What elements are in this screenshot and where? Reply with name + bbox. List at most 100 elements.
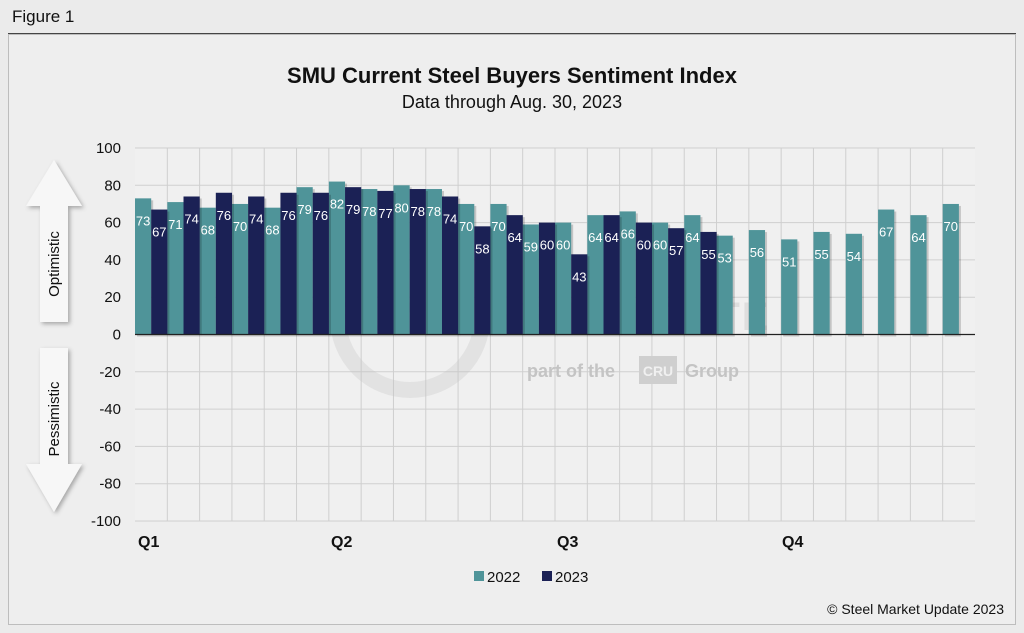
watermark-tagline: part of the xyxy=(527,361,615,381)
y-tick-label: -60 xyxy=(99,438,121,455)
y-tick-label: -80 xyxy=(99,476,121,493)
legend-label-2023: 2023 xyxy=(555,569,588,586)
bar-2022 xyxy=(328,181,346,335)
bar-2022 xyxy=(748,230,766,335)
y-tick-label: 80 xyxy=(104,177,121,194)
data-label: 76 xyxy=(281,208,295,223)
chart-subtitle: Data through Aug. 30, 2023 xyxy=(401,92,623,112)
legend-swatch-2023 xyxy=(542,571,552,581)
data-label: 78 xyxy=(362,204,376,219)
bar-2022 xyxy=(425,189,442,335)
data-label: 70 xyxy=(459,219,473,234)
y-tick-label: 100 xyxy=(96,140,121,157)
data-label: 77 xyxy=(378,206,392,221)
data-label: 58 xyxy=(475,241,489,256)
bar-2023 xyxy=(668,228,685,335)
figure-label: Figure 1 xyxy=(12,7,75,26)
y-tick-label: 0 xyxy=(113,327,121,344)
data-label: 67 xyxy=(879,225,893,240)
legend-label-2022: 2022 xyxy=(487,569,520,586)
bar-2023 xyxy=(183,196,200,335)
bar-2022 xyxy=(199,207,216,335)
bar-2022 xyxy=(167,202,184,335)
bar-2022 xyxy=(555,222,572,335)
data-label: 55 xyxy=(814,247,828,262)
bar-2022 xyxy=(910,215,927,335)
bar-2023 xyxy=(151,209,168,335)
bar-2022 xyxy=(813,231,830,335)
bar-2023 xyxy=(248,196,265,335)
y-tick-label: 20 xyxy=(104,289,121,306)
bar-2022 xyxy=(781,239,798,335)
bar-2022 xyxy=(393,185,410,335)
bar-2023 xyxy=(345,187,362,335)
data-label: 55 xyxy=(701,247,715,262)
bar-2022 xyxy=(296,187,313,335)
bar-2023 xyxy=(538,222,556,335)
data-label: 53 xyxy=(717,251,731,266)
bar-2023 xyxy=(409,189,426,335)
data-label: 79 xyxy=(297,202,311,217)
data-label: 80 xyxy=(394,200,408,215)
data-label: 60 xyxy=(556,238,570,253)
data-label: 71 xyxy=(168,217,182,232)
y-tick-label: 40 xyxy=(104,252,121,269)
bar-2022 xyxy=(490,203,507,335)
data-label: 43 xyxy=(572,269,586,284)
data-label: 59 xyxy=(524,239,538,254)
bar-2022 xyxy=(684,215,701,335)
data-label: 74 xyxy=(443,211,457,226)
bar-2023 xyxy=(215,192,233,335)
data-label: 73 xyxy=(136,213,150,228)
data-label: 64 xyxy=(604,230,618,245)
data-label: 56 xyxy=(750,245,764,260)
quarter-label-q1: Q1 xyxy=(138,534,159,551)
y-tick-label: -100 xyxy=(91,513,121,530)
data-label: 78 xyxy=(411,204,425,219)
figure-divider xyxy=(8,33,1016,34)
bar-2022 xyxy=(716,235,733,335)
data-label: 74 xyxy=(249,211,263,226)
bar-2023 xyxy=(635,222,653,335)
bar-2023 xyxy=(474,226,491,335)
bar-2023 xyxy=(312,192,329,335)
quarter-label-q2: Q2 xyxy=(331,534,352,551)
pessimistic-arrow-icon xyxy=(26,348,82,512)
bar-2022 xyxy=(135,198,152,335)
bar-2022 xyxy=(587,215,604,335)
bar-2022 xyxy=(942,203,959,335)
optimistic-label: Optimistic xyxy=(46,231,63,297)
data-label: 79 xyxy=(346,202,360,217)
data-label: 66 xyxy=(620,226,634,241)
bar-2023 xyxy=(377,190,394,335)
copyright-notice: © Steel Market Update 2023 xyxy=(827,601,1004,617)
bar-2022 xyxy=(878,209,895,335)
quarter-label-q3: Q3 xyxy=(557,534,578,551)
data-label: 64 xyxy=(685,230,699,245)
bar-2022 xyxy=(619,211,636,335)
data-label: 60 xyxy=(540,238,554,253)
data-label: 51 xyxy=(782,254,796,269)
watermark-tagline-group: Group xyxy=(685,361,739,381)
watermark-logo-text: CRU xyxy=(643,363,673,379)
optimistic-arrow-icon xyxy=(26,160,82,322)
data-label: 64 xyxy=(588,230,602,245)
data-label: 64 xyxy=(911,230,925,245)
y-tick-label: -20 xyxy=(99,364,121,381)
bar-2022 xyxy=(651,222,669,335)
bar-2022 xyxy=(361,189,378,335)
bar-2023 xyxy=(280,192,297,335)
data-label: 68 xyxy=(265,223,279,238)
y-tick-label: -40 xyxy=(99,401,121,418)
data-label: 78 xyxy=(427,204,441,219)
bar-2022 xyxy=(264,207,281,335)
y-tick-label: 60 xyxy=(104,215,121,232)
data-label: 82 xyxy=(330,197,344,212)
data-label: 60 xyxy=(637,238,651,253)
legend-swatch-2022 xyxy=(474,571,484,581)
bar-2022 xyxy=(458,203,475,335)
bar-2023 xyxy=(506,215,523,335)
bar-2022 xyxy=(522,224,539,335)
watermark-logo-box xyxy=(639,356,677,384)
